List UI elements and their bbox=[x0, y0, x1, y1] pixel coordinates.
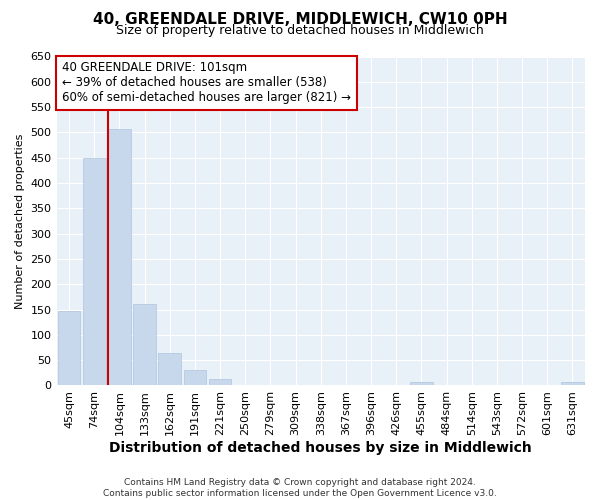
Bar bbox=[410, 382, 433, 386]
Bar bbox=[209, 380, 232, 386]
Text: 40 GREENDALE DRIVE: 101sqm
← 39% of detached houses are smaller (538)
60% of sem: 40 GREENDALE DRIVE: 101sqm ← 39% of deta… bbox=[62, 62, 351, 104]
Bar bbox=[58, 311, 80, 386]
Text: Size of property relative to detached houses in Middlewich: Size of property relative to detached ho… bbox=[116, 24, 484, 37]
Bar bbox=[561, 382, 584, 386]
Bar bbox=[108, 129, 131, 386]
X-axis label: Distribution of detached houses by size in Middlewich: Distribution of detached houses by size … bbox=[109, 441, 532, 455]
Text: Contains HM Land Registry data © Crown copyright and database right 2024.
Contai: Contains HM Land Registry data © Crown c… bbox=[103, 478, 497, 498]
Bar bbox=[158, 352, 181, 386]
Text: 40, GREENDALE DRIVE, MIDDLEWICH, CW10 0PH: 40, GREENDALE DRIVE, MIDDLEWICH, CW10 0P… bbox=[92, 12, 508, 28]
Bar bbox=[133, 304, 156, 386]
Bar bbox=[83, 158, 106, 386]
Bar bbox=[184, 370, 206, 386]
Y-axis label: Number of detached properties: Number of detached properties bbox=[15, 134, 25, 308]
